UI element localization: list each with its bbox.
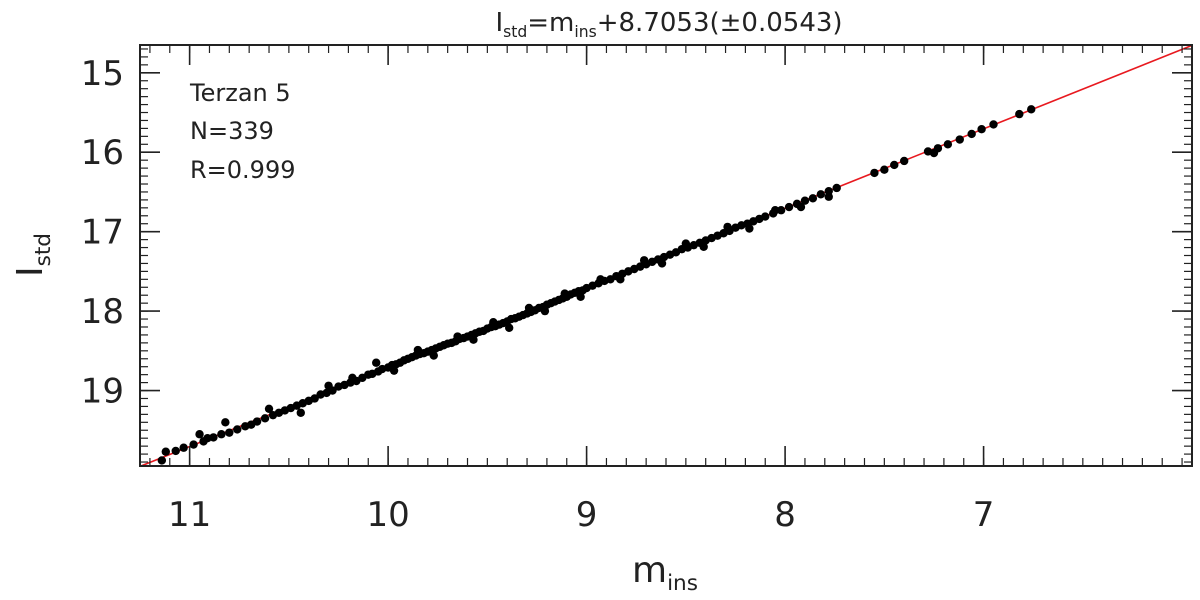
data-point xyxy=(657,259,667,268)
y-axis-title-main: I xyxy=(10,266,51,277)
data-point xyxy=(989,120,998,129)
data-point xyxy=(723,222,732,232)
data-point xyxy=(761,212,770,221)
data-point xyxy=(576,292,585,302)
chart-title-main: I xyxy=(495,8,503,38)
annotation-cluster-name: Terzan 5 xyxy=(189,79,291,107)
data-point xyxy=(796,202,806,212)
plot-area xyxy=(139,44,1193,468)
chart-title-main-sub: std xyxy=(503,23,527,41)
data-point xyxy=(639,256,649,265)
data-point xyxy=(943,140,953,149)
data-point xyxy=(389,366,399,375)
data-point xyxy=(296,408,305,417)
data-point xyxy=(540,306,550,316)
data-point xyxy=(189,440,198,449)
annotation-block: Terzan 5 N=339 R=0.999 xyxy=(189,79,296,184)
x-tick-label: 9 xyxy=(576,495,598,535)
data-point xyxy=(264,404,274,414)
chart-title-rest: +8.7053(±0.0543) xyxy=(597,8,843,38)
data-point xyxy=(179,443,188,452)
data-point xyxy=(880,165,889,174)
data-point xyxy=(870,168,879,178)
data-point xyxy=(221,418,230,427)
data-point xyxy=(429,351,438,360)
data-point xyxy=(469,335,478,344)
data-point xyxy=(800,196,810,205)
data-point xyxy=(1027,105,1036,114)
data-point xyxy=(560,289,569,298)
data-point xyxy=(348,373,357,383)
chart-title: Istd=mins+8.7053(±0.0543) xyxy=(495,8,842,41)
chart-title-eq-sub: ins xyxy=(574,23,596,41)
data-point xyxy=(776,206,786,215)
data-points xyxy=(157,105,1036,465)
data-point xyxy=(784,202,794,212)
data-point xyxy=(209,433,218,442)
y-axis-title: Istd xyxy=(10,233,56,277)
data-point xyxy=(171,446,180,456)
data-point xyxy=(453,332,462,341)
y-tick-labels: 15 16 17 18 19 xyxy=(81,54,124,412)
data-point xyxy=(524,303,534,313)
data-point xyxy=(195,430,204,439)
x-tick-label: 7 xyxy=(973,495,995,535)
x-tick-label: 10 xyxy=(366,495,409,535)
data-point xyxy=(260,414,270,423)
data-point xyxy=(413,345,423,355)
x-axis-title-main: m xyxy=(632,550,667,591)
data-point xyxy=(157,456,167,465)
data-point xyxy=(225,428,234,437)
data-point xyxy=(252,417,262,426)
x-tick-label: 8 xyxy=(774,495,796,535)
data-point xyxy=(770,206,780,215)
data-point xyxy=(699,242,708,251)
y-tick-label: 16 xyxy=(81,133,124,173)
data-point xyxy=(977,125,986,134)
data-point xyxy=(745,224,754,233)
data-point xyxy=(967,129,976,139)
data-point xyxy=(489,318,498,327)
data-point xyxy=(681,239,691,248)
y-tick-label: 19 xyxy=(81,372,124,412)
data-point xyxy=(324,381,333,390)
data-point xyxy=(161,447,171,456)
data-point xyxy=(816,190,826,199)
y-tick-label: 17 xyxy=(81,213,124,253)
annotation-star-count: N=339 xyxy=(190,117,274,145)
data-point xyxy=(890,160,899,170)
data-point xyxy=(955,135,964,144)
data-point xyxy=(929,148,939,158)
data-point xyxy=(372,358,381,367)
data-point xyxy=(1015,109,1024,119)
x-tick-labels: 11 10 9 8 7 xyxy=(168,495,994,535)
data-point xyxy=(217,430,226,439)
data-point xyxy=(310,394,319,403)
data-point xyxy=(808,194,818,203)
y-tick-label: 15 xyxy=(81,54,124,94)
x-axis-title-sub: ins xyxy=(667,571,698,596)
data-point xyxy=(596,275,605,284)
data-point xyxy=(616,275,625,284)
data-point xyxy=(504,323,514,332)
annotation-correlation: R=0.999 xyxy=(190,156,296,184)
x-tick-label: 11 xyxy=(168,495,211,535)
major-ticks xyxy=(140,45,1192,466)
y-axis-title-sub: std xyxy=(31,233,56,266)
y-tick-label: 18 xyxy=(81,292,124,332)
x-axis-title: mins xyxy=(632,550,698,596)
chart-title-eq: =m xyxy=(527,8,574,38)
data-point xyxy=(899,156,909,166)
data-point xyxy=(832,183,841,193)
data-point xyxy=(824,192,833,201)
minor-ticks xyxy=(140,45,1192,466)
data-point xyxy=(233,425,242,434)
